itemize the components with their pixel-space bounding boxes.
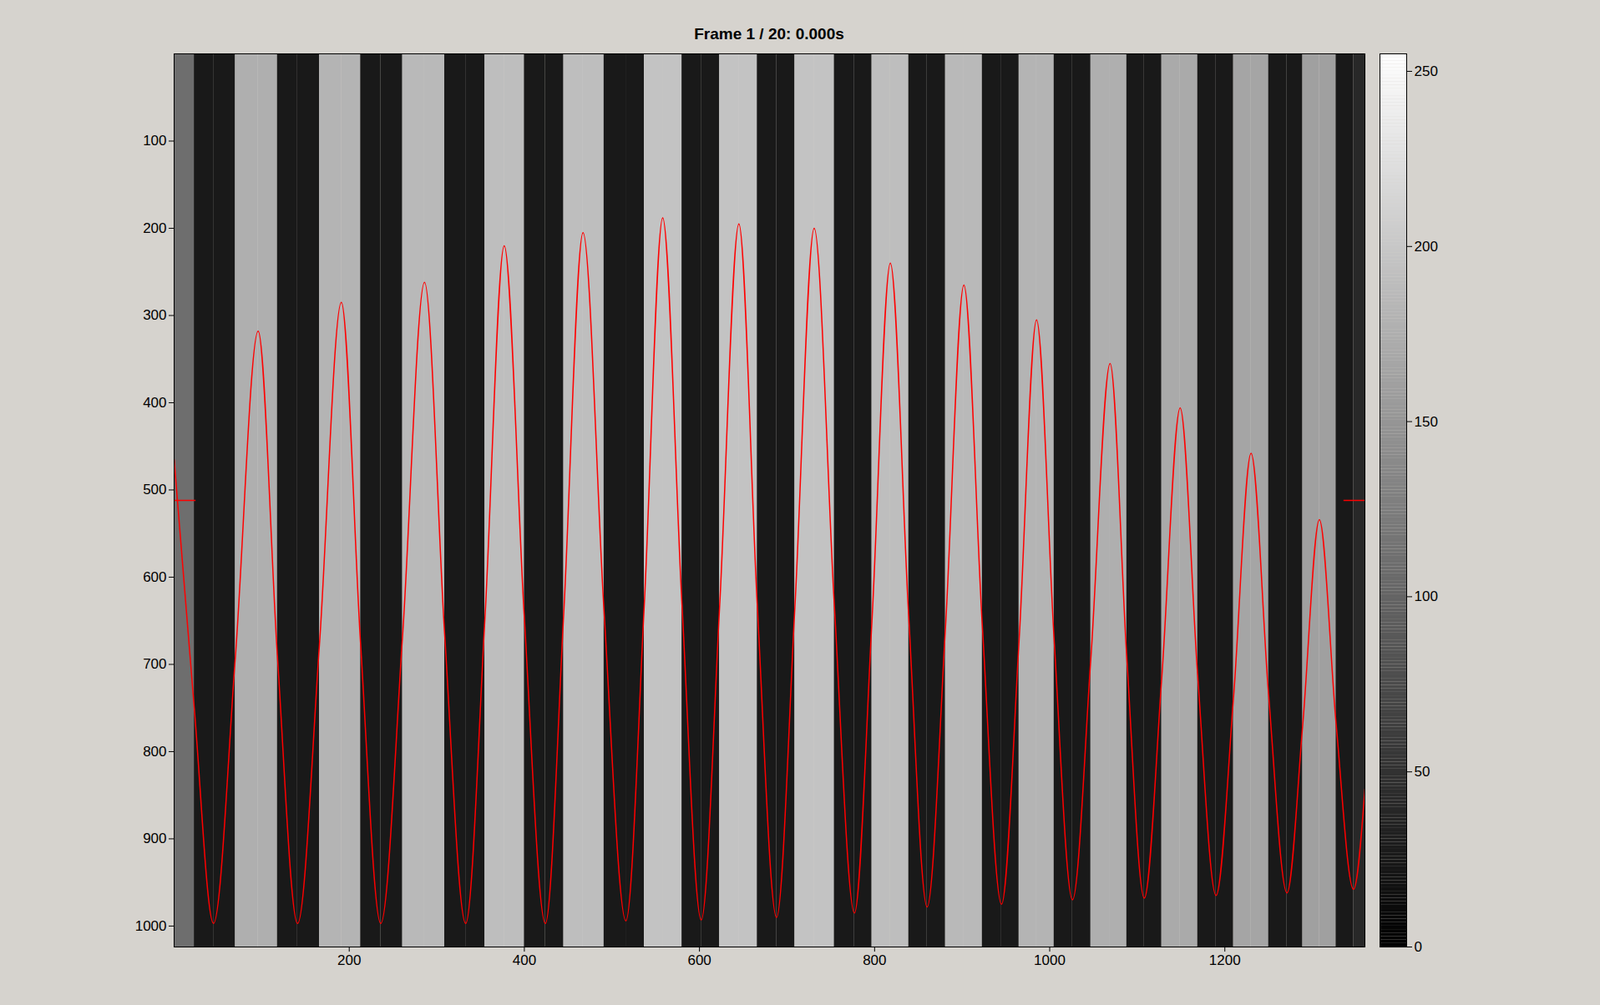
svg-text:400: 400 xyxy=(142,394,167,411)
svg-text:800: 800 xyxy=(862,952,887,969)
svg-text:200: 200 xyxy=(1414,238,1438,255)
svg-text:100: 100 xyxy=(1414,588,1438,605)
svg-text:500: 500 xyxy=(142,481,167,498)
svg-text:100: 100 xyxy=(142,132,167,149)
svg-text:50: 50 xyxy=(1414,764,1431,780)
svg-text:1000: 1000 xyxy=(135,918,168,935)
svg-text:150: 150 xyxy=(1414,414,1438,431)
svg-text:250: 250 xyxy=(1414,63,1438,80)
svg-text:700: 700 xyxy=(142,656,167,673)
svg-text:800: 800 xyxy=(142,744,167,760)
svg-text:400: 400 xyxy=(512,952,537,969)
svg-text:0: 0 xyxy=(1414,939,1423,956)
svg-text:1000: 1000 xyxy=(1033,952,1066,969)
svg-text:1200: 1200 xyxy=(1209,952,1241,969)
html-text:Frame 1 / 20: 0.000s: Frame 1 / 20: 0.000s xyxy=(694,25,845,43)
svg-text:900: 900 xyxy=(142,830,167,847)
svg-text:200: 200 xyxy=(337,952,361,969)
svg-text:600: 600 xyxy=(687,952,711,969)
svg-text:300: 300 xyxy=(142,307,167,324)
svg-text:600: 600 xyxy=(142,569,167,586)
svg-text:200: 200 xyxy=(142,220,167,237)
